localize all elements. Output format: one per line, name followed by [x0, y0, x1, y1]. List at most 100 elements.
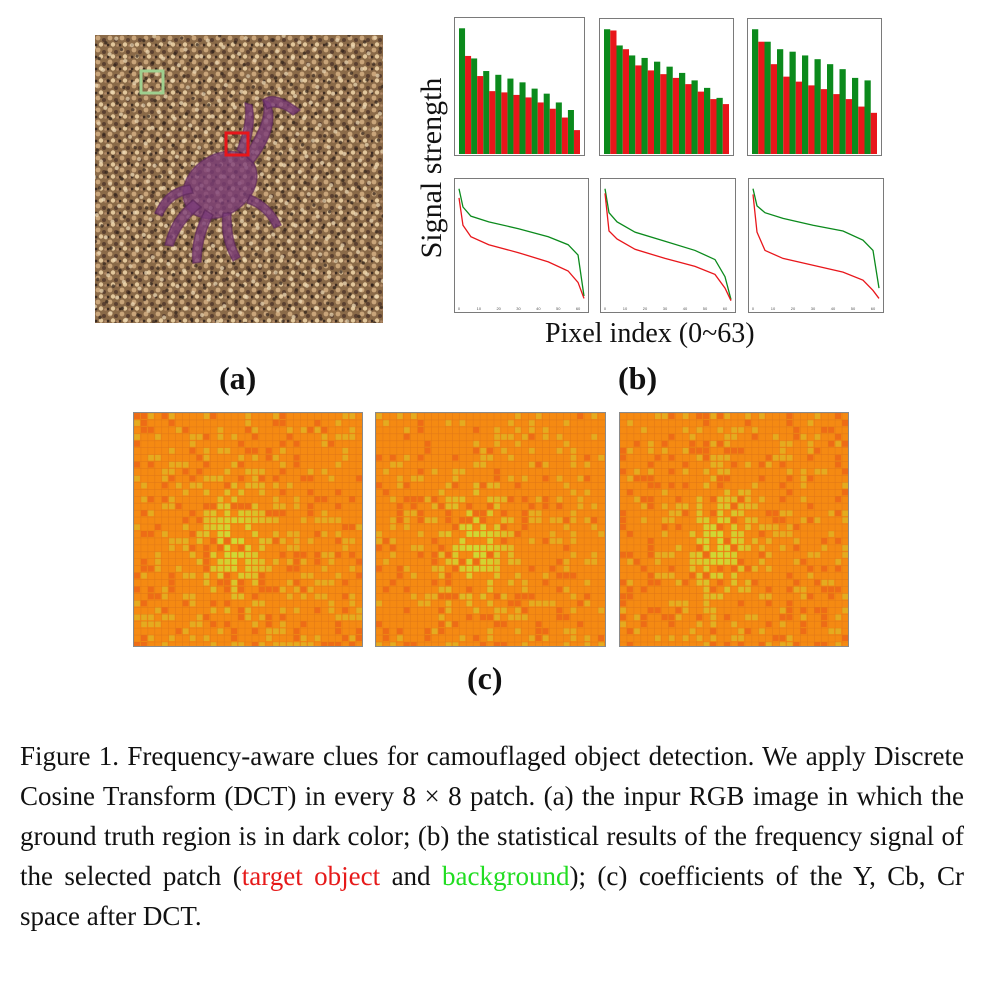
subfigure-label-b: (b) — [618, 360, 658, 396]
x-tick-label: 50 — [703, 306, 708, 311]
bar-background-1 — [616, 45, 623, 155]
bar-target-object-0 — [610, 30, 617, 154]
bar-target-object-4 — [660, 74, 667, 154]
bar-background-9 — [864, 80, 871, 154]
bar-background-2 — [777, 49, 784, 155]
bar-target-object-7 — [697, 91, 704, 154]
bar-chart-panel-2 — [599, 18, 734, 156]
bar-target-object-2 — [489, 91, 496, 154]
bar-target-object-7 — [845, 99, 852, 154]
crab-silhouette — [154, 95, 302, 264]
line-chart-panel-2: 0 10 20 30 40 50 60 — [600, 178, 736, 313]
x-tick-label: 50 — [851, 306, 856, 311]
bar-target-object-1 — [622, 49, 629, 155]
bar-background-7 — [691, 80, 698, 154]
bar-background-8 — [704, 87, 711, 154]
line-background — [458, 188, 585, 297]
crab-on-sand-image — [95, 35, 383, 323]
bar-background-4 — [654, 61, 661, 154]
bar-target-object-8 — [561, 117, 568, 154]
subfigure-label-a: (a) — [219, 360, 257, 396]
figure-caption: Figure 1. Frequency-aware clues for camo… — [20, 736, 964, 936]
bar-target-object-3 — [795, 81, 802, 154]
caption-background: background — [442, 861, 570, 891]
x-tick-label: 40 — [683, 306, 688, 311]
bar-background-0 — [459, 28, 466, 154]
bar-target-object-2 — [635, 65, 642, 154]
bar-background-4 — [802, 55, 809, 154]
x-tick-label: 60 — [576, 306, 581, 311]
bar-background-1 — [764, 41, 771, 154]
bar-target-object-4 — [808, 85, 815, 154]
caption-text-start: Figure 1. Frequency-aware clues for camo… — [20, 741, 964, 891]
bar-target-object-0 — [465, 55, 472, 154]
bar-target-object-5 — [525, 97, 532, 154]
bar-background-8 — [555, 102, 562, 154]
bar-target-object-1 — [477, 76, 484, 154]
heatmap-y — [133, 412, 363, 647]
bar-background-7 — [543, 93, 550, 154]
bar-background-5 — [519, 82, 526, 154]
background-patch-marker — [139, 69, 165, 95]
target-patch-marker — [224, 131, 250, 157]
bar-background-6 — [827, 64, 834, 154]
bar-background-4 — [507, 78, 514, 154]
bar-background-3 — [789, 51, 796, 154]
bar-target-object-6 — [537, 102, 544, 154]
line-chart-panel-1: 0 10 20 30 40 50 60 — [454, 178, 589, 313]
bar-target-object-2 — [783, 76, 790, 154]
x-tick-label: 20 — [496, 306, 501, 311]
bar-target-object-3 — [501, 92, 508, 154]
bar-background-8 — [852, 77, 859, 154]
bar-background-9 — [716, 97, 723, 154]
bar-background-2 — [629, 55, 636, 154]
bar-target-object-6 — [685, 84, 692, 154]
bar-chart-panel-1 — [454, 17, 585, 156]
caption-text-end: ); (c) coefficients of the Y, Cb, Cr spa… — [20, 861, 964, 931]
bar-target-object-8 — [858, 106, 865, 154]
bar-background-7 — [839, 69, 846, 154]
bar-target-object-5 — [820, 89, 827, 154]
x-tick-label: 0 — [604, 306, 607, 311]
bar-background-2 — [483, 71, 490, 154]
x-tick-label: 10 — [623, 306, 628, 311]
caption-target-object: target object — [241, 861, 381, 891]
bar-chart-panel-3 — [747, 18, 882, 156]
x-tick-label: 0 — [458, 306, 461, 311]
x-tick-label: 10 — [771, 306, 776, 311]
bar-background-3 — [495, 74, 502, 154]
bar-background-5 — [814, 59, 821, 154]
bar-target-object-1 — [770, 64, 777, 154]
bar-target-object-3 — [647, 70, 654, 154]
x-tick-label: 10 — [477, 306, 482, 311]
bar-background-6 — [531, 88, 538, 154]
bar-target-object-4 — [513, 94, 520, 154]
bar-target-object-9 — [573, 130, 580, 154]
caption-text-middle: and — [380, 861, 442, 891]
heatmap-cr — [619, 412, 849, 647]
line-background — [604, 188, 732, 300]
line-target-object — [752, 194, 880, 299]
line-chart-panel-3: 0 10 20 30 40 50 60 — [748, 178, 884, 313]
bar-background-0 — [604, 29, 611, 154]
x-tick-label: 40 — [831, 306, 836, 311]
bar-background-6 — [679, 72, 686, 154]
bar-target-object-5 — [672, 77, 679, 154]
bar-background-9 — [567, 110, 574, 154]
bar-target-object-9 — [722, 104, 729, 154]
line-target-object — [604, 193, 732, 301]
x-tick-label: 50 — [556, 306, 561, 311]
x-tick-label: 40 — [536, 306, 541, 311]
line-background — [752, 188, 880, 289]
bar-target-object-9 — [870, 112, 877, 154]
x-axis-label: Pixel index (0~63) — [545, 318, 755, 349]
y-axis-label: Signal strength — [415, 77, 448, 259]
x-tick-label: 20 — [643, 306, 648, 311]
x-tick-label: 20 — [791, 306, 796, 311]
x-tick-label: 30 — [811, 306, 816, 311]
bar-background-0 — [752, 29, 759, 154]
x-tick-label: 30 — [516, 306, 521, 311]
bar-background-5 — [666, 66, 673, 154]
bar-background-1 — [471, 58, 478, 155]
bar-background-3 — [641, 57, 648, 154]
